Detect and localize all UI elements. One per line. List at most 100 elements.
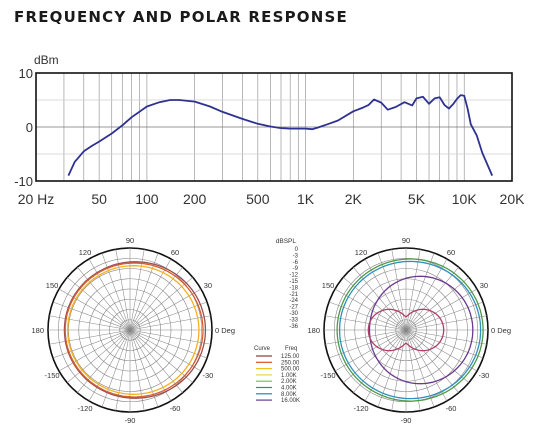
polar-angle-label: -60: [170, 404, 181, 413]
scale-tick-label: -21: [289, 292, 298, 298]
scale-tick-label: 0: [295, 247, 299, 253]
polar-spoke: [334, 288, 407, 331]
polar-angle-label: 120: [355, 248, 368, 257]
polar-angle-label: -150: [45, 371, 60, 380]
polar-angle-label: -60: [446, 404, 457, 413]
polar-spoke: [353, 329, 407, 393]
x-tick-label: 5K: [408, 191, 426, 207]
y-tick-label: 0: [26, 120, 33, 135]
x-tick-label: 20K: [500, 191, 526, 207]
polar-angle-label: 60: [171, 248, 179, 257]
polar-angle-label: 180: [31, 326, 44, 335]
polar-spoke: [129, 329, 211, 345]
polar-spoke: [405, 277, 469, 331]
polar-spoke: [101, 252, 131, 331]
polar-angle-label: 90: [126, 236, 134, 245]
scale-tick-label: -33: [289, 317, 298, 323]
plot-frame: [35, 72, 513, 182]
polar-ring: [57, 257, 203, 403]
polar-spoke: [405, 288, 478, 331]
polar-spoke: [129, 252, 159, 331]
polar-spoke: [129, 249, 145, 331]
polar-spoke: [405, 258, 448, 331]
polar-angle-label: 30: [204, 281, 212, 290]
polar-spoke: [129, 329, 159, 408]
legend-entry-label: 2.00K: [281, 379, 297, 385]
y-tick-label: -10: [14, 174, 33, 189]
polar-ring: [374, 298, 438, 362]
legend-entry-label: 8.00K: [281, 392, 297, 398]
polar-spoke: [405, 252, 435, 331]
polar-spoke: [115, 249, 131, 331]
scale-tick-label: -30: [289, 311, 298, 317]
polar-ring: [88, 288, 172, 372]
x-tick-label: 2K: [345, 191, 363, 207]
series-line-response: [67, 94, 494, 176]
polar-series-curve: [367, 308, 445, 352]
polar-spoke: [52, 301, 131, 331]
polar-outer-ring: [47, 247, 213, 413]
polar-spoke: [49, 315, 131, 331]
scale-tick-label: -3: [293, 253, 299, 259]
polar-spoke: [364, 329, 407, 402]
polar-spoke: [88, 329, 131, 402]
polar-spoke: [405, 329, 484, 359]
polar-outer-ring: [323, 247, 489, 413]
polar-series-curve: [64, 262, 204, 398]
polar-series-curve: [336, 258, 484, 402]
polar-ring: [364, 288, 448, 372]
polar-spoke: [129, 315, 211, 331]
polar-spoke: [129, 329, 183, 393]
x-tick-label: 100: [135, 191, 159, 207]
polar-angle-label: -30: [479, 371, 490, 380]
polar-spoke: [325, 329, 407, 345]
scale-tick-label: -18: [289, 285, 298, 291]
polar-spoke: [129, 329, 193, 383]
polar-spoke: [58, 329, 131, 372]
polar-spoke: [129, 267, 183, 331]
legend-header-curve: Curve: [254, 346, 271, 352]
polar-spoke: [391, 249, 407, 331]
polar-spoke: [52, 329, 131, 359]
polar-spoke: [343, 329, 407, 383]
polar-series-curve: [338, 260, 482, 400]
polar-ring: [68, 268, 192, 392]
scale-tick-label: -36: [289, 324, 298, 330]
polar-spoke: [377, 329, 407, 408]
polar-spoke: [129, 329, 202, 372]
polar-spoke: [325, 315, 407, 331]
polar-angle-label: 180: [307, 326, 320, 335]
polar-angle-label: 150: [46, 281, 59, 290]
polar-spoke: [129, 288, 202, 331]
page-title: FREQUENCY AND POLAR RESPONSE: [14, 8, 348, 26]
scale-tick-label: -24: [289, 298, 298, 304]
y-tick-label: 10: [19, 66, 33, 81]
polar-ring: [109, 309, 151, 351]
polar-spoke: [88, 258, 131, 331]
polar-spoke: [405, 329, 469, 383]
polar-angle-label: 120: [79, 248, 92, 257]
polar-angle-label: -90: [401, 416, 412, 425]
scale-tick-label: -9: [293, 266, 299, 272]
x-tick-label: 500: [246, 191, 270, 207]
polar-spoke: [129, 277, 193, 331]
scale-tick-label: -6: [293, 260, 299, 266]
polar-spoke: [405, 267, 459, 331]
polar-series-curve: [67, 265, 200, 395]
polar-angle-label: 30: [480, 281, 488, 290]
polar-spoke: [67, 329, 131, 383]
polar-spoke: [405, 301, 484, 331]
polar-ring: [385, 309, 427, 351]
legend-entry-label: 500.00: [281, 367, 300, 373]
x-tick-label: 50: [91, 191, 107, 207]
polar-spoke: [405, 329, 448, 402]
scale-label: dBSPL: [276, 238, 297, 245]
y-axis-label: dBm: [34, 53, 59, 67]
legend-entry-label: 1.00K: [281, 373, 297, 379]
polar-spoke: [129, 258, 172, 331]
legend-entry-label: 16.00K: [281, 398, 300, 404]
scale-tick-label: -12: [289, 273, 298, 279]
polar-angle-label: 0 Deg: [491, 326, 511, 335]
legend-header-freq: Freq: [285, 346, 297, 352]
